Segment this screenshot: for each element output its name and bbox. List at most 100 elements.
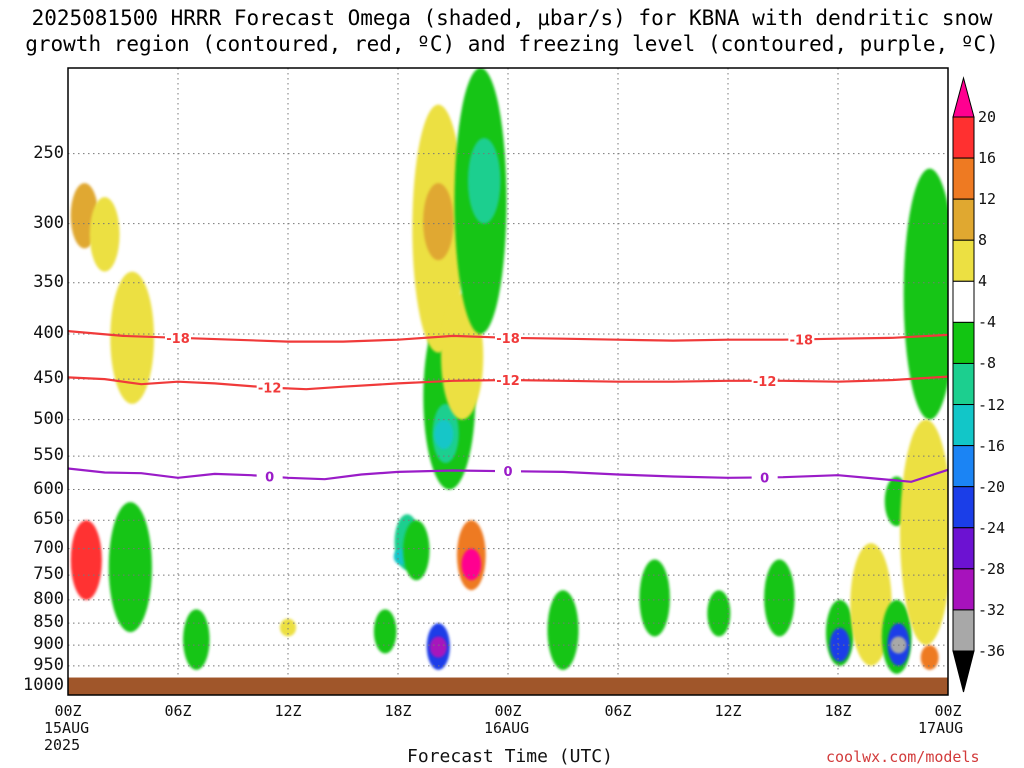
colorbar-label-4: 4	[978, 272, 988, 291]
y-tick-label-950: 950	[33, 654, 64, 675]
contour-label-bg-2-0	[256, 468, 283, 484]
colorbar-cap-bottom	[952, 650, 975, 693]
x-tick-label-3: 18Z	[384, 702, 412, 720]
colorbar-swatch-8	[952, 404, 975, 447]
y-tick-label-250: 250	[33, 142, 64, 163]
contour-line-2	[68, 467, 948, 483]
colorbar-label-0: 20	[978, 108, 997, 126]
contour-label-1-0: -12	[258, 382, 282, 397]
y-tick-label-600: 600	[33, 478, 64, 499]
omega-region-3	[110, 271, 155, 404]
x-axis-label: Forecast Time (UTC)	[407, 746, 613, 767]
contour-label-0-0: -18	[166, 332, 190, 347]
colorbar-cap-top	[952, 76, 975, 118]
colorbar-label-2: 12	[978, 190, 997, 209]
contour-label-bg-2-2	[751, 469, 778, 485]
source-credit: coolwx.com/models	[826, 748, 980, 766]
contour-label-bg-0-1	[495, 329, 521, 345]
colorbar	[952, 76, 975, 693]
y-tick-label-650: 650	[33, 509, 64, 530]
chart-title-line-1: 2025081500 HRRR Forecast Omega (shaded, …	[31, 6, 993, 30]
colorbar-swatch-11	[952, 527, 975, 570]
colorbar-swatch-13	[952, 609, 975, 652]
contour-label-0-2: -18	[790, 333, 814, 348]
omega-region-27	[707, 590, 731, 637]
colorbar-swatch-9	[952, 445, 975, 488]
colorbar-swatch-2	[952, 157, 975, 200]
y-tick-label-1000: 1000	[23, 674, 64, 695]
omega-region-31	[850, 543, 892, 666]
omega-region-26	[639, 559, 670, 637]
contour-label-1-2: -12	[753, 375, 777, 390]
x-tick-label-2: 12Z	[274, 702, 302, 720]
omega-region-9	[373, 609, 397, 654]
contour-label-2-1: 0	[503, 465, 512, 480]
contour-label-bg-0-0	[165, 329, 191, 345]
colorbar-swatch-1	[952, 116, 975, 159]
x-date-label-2-0: 17AUG	[918, 719, 964, 737]
plot-frame	[67, 67, 949, 696]
y-tick-label-300: 300	[33, 212, 64, 233]
omega-region-38	[920, 645, 939, 670]
x-tick-label-7: 18Z	[824, 702, 852, 720]
colorbar-label-7: -12	[978, 395, 1006, 414]
omega-region-21	[461, 548, 482, 581]
contour-line-1	[68, 375, 948, 391]
contour-label-bg-2-1	[495, 463, 521, 479]
x-tick-label-5: 06Z	[604, 702, 632, 720]
y-tick-label-550: 550	[33, 445, 64, 466]
colorbar-label-1: 16	[978, 149, 997, 168]
omega-region-1	[70, 520, 102, 600]
y-tick-label-500: 500	[33, 408, 64, 429]
x-date-label-0-1: 2025	[44, 736, 81, 754]
colorbar-swatch-7	[952, 362, 975, 406]
y-tick-label-400: 400	[33, 322, 64, 343]
colorbar-swatch-6	[952, 321, 975, 364]
colorbar-label-12: -32	[978, 600, 1006, 619]
x-date-label-0-0: 15AUG	[44, 719, 90, 737]
omega-shading	[70, 68, 948, 674]
omega-region-17	[423, 183, 454, 261]
colorbar-label-8: -16	[978, 436, 1006, 455]
x-tick-label-4: 00Z	[494, 702, 522, 720]
omega-region-36	[903, 168, 948, 420]
x-tick-label-1: 06Z	[164, 702, 192, 720]
temperature-contours: -18 -18 -18 -12 -12 -12 0 0 0	[68, 329, 948, 486]
omega-region-2	[89, 197, 120, 272]
contour-label-bg-0-2	[788, 331, 815, 347]
chart-title-line-2: growth region (contoured, red, ºC) and f…	[25, 32, 999, 56]
contour-label-bg-1-0	[256, 379, 283, 395]
omega-region-12	[403, 520, 430, 581]
omega-region-4	[123, 68, 160, 169]
colorbar-swatch-10	[952, 486, 975, 529]
colorbar-label-13: -36	[978, 642, 1006, 660]
colorbar-label-3: 8	[978, 231, 988, 250]
omega-region-19	[429, 636, 447, 658]
contour-label-bg-1-2	[751, 372, 778, 388]
x-date-label-1-0: 16AUG	[484, 719, 530, 737]
omega-region-8	[342, 168, 374, 249]
omega-region-30	[829, 627, 850, 662]
omega-region-6	[183, 609, 210, 670]
colorbar-swatch-4	[952, 239, 975, 282]
contour-label-2-0: 0	[265, 471, 274, 486]
contour-label-0-1: -18	[496, 332, 520, 347]
colorbar-swatch-12	[952, 568, 975, 611]
x-tick-label-8: 00Z	[934, 702, 962, 720]
y-tick-label-800: 800	[33, 588, 64, 609]
colorbar-swatch-3	[952, 198, 975, 241]
omega-region-24	[467, 137, 501, 224]
y-tick-label-350: 350	[33, 271, 64, 292]
colorbar-label-11: -28	[978, 559, 1006, 578]
colorbar-label-10: -24	[978, 518, 1006, 537]
colorbar-label-9: -20	[978, 477, 1006, 496]
x-tick-label-0: 00Z	[54, 702, 82, 720]
contour-label-1-1: -12	[496, 374, 520, 389]
colorbar-label-6: -8	[978, 354, 997, 373]
y-tick-label-450: 450	[33, 368, 64, 389]
colorbar-swatch-5	[952, 280, 975, 323]
x-tick-label-6: 12Z	[714, 702, 742, 720]
y-tick-label-700: 700	[33, 537, 64, 558]
surface-terrain	[68, 677, 948, 695]
